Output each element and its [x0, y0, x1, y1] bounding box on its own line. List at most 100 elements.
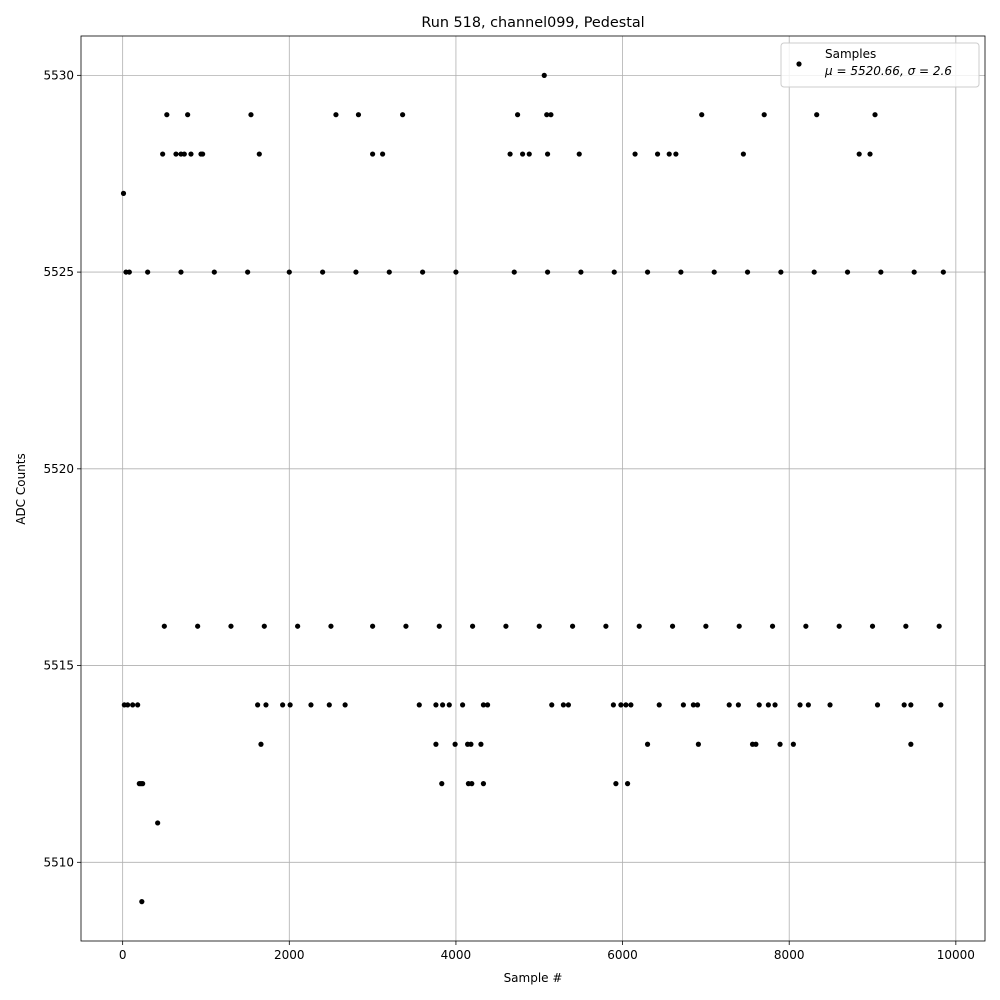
grid — [81, 36, 985, 941]
data-point — [245, 269, 251, 275]
data-point — [484, 702, 491, 708]
data-point — [181, 151, 187, 157]
data-point — [544, 112, 550, 118]
data-point — [901, 702, 907, 708]
data-point — [519, 151, 526, 157]
data-point — [126, 269, 132, 275]
data-point — [777, 741, 783, 747]
data-point — [164, 112, 170, 118]
data-point — [632, 151, 638, 157]
data-point — [544, 151, 551, 157]
data-point — [468, 741, 474, 747]
data-point — [867, 151, 873, 157]
data-point — [936, 623, 942, 629]
data-point — [261, 623, 267, 629]
data-point — [836, 623, 842, 629]
x-axis-label: Sample # — [504, 971, 563, 985]
data-point — [740, 151, 746, 157]
data-point — [856, 151, 862, 157]
legend-entry-stats: μ = 5520.66, σ = 2.6 — [824, 64, 952, 78]
plot-area-frame — [80, 35, 986, 942]
data-point — [155, 820, 161, 826]
data-point — [355, 112, 362, 118]
data-point — [694, 702, 701, 708]
data-point — [772, 702, 778, 708]
data-point — [258, 741, 264, 747]
data-point — [578, 269, 584, 275]
x-tick-label: 8000 — [774, 948, 805, 962]
data-point — [452, 741, 458, 747]
data-point — [526, 151, 532, 157]
y-axis-ticks: 5510 5515 5520 5525 5530 — [43, 68, 81, 869]
data-point — [185, 112, 191, 118]
y-tick-label: 5510 — [43, 855, 74, 869]
data-point — [446, 702, 452, 708]
data-point — [940, 269, 946, 275]
data-point — [503, 623, 509, 629]
data-point — [370, 151, 376, 157]
data-point — [544, 269, 551, 275]
data-points — [120, 72, 946, 905]
data-point — [440, 702, 446, 708]
data-point — [908, 702, 914, 708]
data-point — [844, 269, 851, 275]
data-point — [211, 269, 217, 275]
data-point — [695, 741, 701, 747]
data-point — [514, 112, 521, 118]
data-point — [678, 269, 684, 275]
data-point — [908, 741, 914, 747]
data-point — [507, 151, 513, 157]
data-point — [814, 112, 820, 118]
y-tick-label: 5525 — [43, 265, 74, 279]
data-point — [699, 112, 705, 118]
data-point — [256, 151, 262, 157]
data-point — [436, 623, 442, 629]
x-tick-label: 0 — [119, 948, 127, 962]
data-point — [744, 269, 751, 275]
data-point — [480, 781, 487, 787]
data-point — [576, 151, 582, 157]
data-point — [769, 623, 776, 629]
data-point — [549, 702, 555, 708]
data-point — [511, 269, 517, 275]
legend-marker — [796, 61, 802, 67]
data-point — [139, 899, 145, 905]
data-point — [703, 623, 709, 629]
data-point — [125, 702, 131, 708]
data-point — [874, 702, 881, 708]
data-point — [623, 702, 629, 708]
y-tick-label: 5515 — [43, 659, 74, 673]
data-point — [460, 702, 466, 708]
data-point — [160, 151, 166, 157]
x-tick-label: 10000 — [937, 948, 975, 962]
data-point — [188, 151, 194, 157]
data-point — [400, 112, 406, 118]
data-point — [453, 269, 459, 275]
data-point — [308, 702, 314, 708]
data-point — [569, 623, 576, 629]
y-tick-label: 5530 — [43, 68, 74, 82]
data-point — [753, 741, 759, 747]
data-point — [287, 702, 293, 708]
data-point — [736, 623, 742, 629]
data-point — [869, 623, 876, 629]
data-point — [326, 702, 332, 708]
data-point — [130, 702, 136, 708]
data-point — [611, 269, 617, 275]
data-point — [628, 702, 634, 708]
data-point — [135, 702, 141, 708]
data-point — [811, 269, 817, 275]
data-point — [178, 269, 184, 275]
data-point — [903, 623, 909, 629]
data-point — [386, 269, 392, 275]
data-point — [328, 623, 334, 629]
data-point — [200, 151, 206, 157]
data-point — [803, 623, 809, 629]
legend-entry-name: Samples — [825, 47, 876, 61]
data-point — [610, 702, 617, 708]
data-point — [624, 781, 631, 787]
data-point — [380, 151, 386, 157]
data-point — [565, 702, 572, 708]
data-point — [656, 702, 662, 708]
data-point — [536, 623, 542, 629]
